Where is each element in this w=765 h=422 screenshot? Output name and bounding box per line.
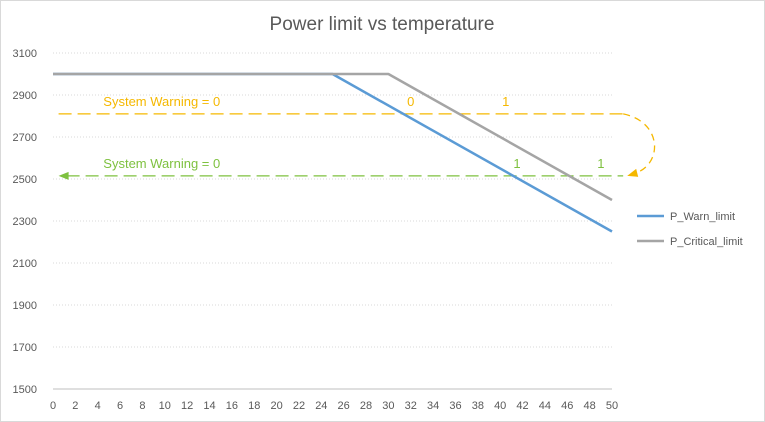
warning_line-mark: 1 xyxy=(502,94,509,109)
x-tick-label: 10 xyxy=(159,400,171,412)
x-tick-label: 48 xyxy=(584,400,596,412)
x-tick-label: 46 xyxy=(561,400,573,412)
x-tick-label: 4 xyxy=(95,400,101,412)
legend-label: P_Warn_limit xyxy=(670,211,735,223)
x-tick-label: 8 xyxy=(139,400,145,412)
y-tick-label: 2100 xyxy=(13,258,37,270)
y-tick-label: 2900 xyxy=(13,90,37,102)
x-tick-label: 20 xyxy=(270,400,282,412)
warning_line-label: System Warning = 0 xyxy=(103,94,220,109)
legend: P_Warn_limit P_Critical_limit xyxy=(637,211,743,248)
x-tick-label: 32 xyxy=(405,400,417,412)
x-tick-label: 44 xyxy=(539,400,551,412)
warning_line-mark: 0 xyxy=(407,94,414,109)
x-tick-label: 28 xyxy=(360,400,372,412)
x-tick-label: 30 xyxy=(382,400,394,412)
x-tick-label: 34 xyxy=(427,400,439,412)
x-tick-label: 12 xyxy=(181,400,193,412)
x-tick-label: 16 xyxy=(226,400,238,412)
y-tick-label: 1700 xyxy=(13,342,37,354)
clear_line-mark: 1 xyxy=(597,156,604,171)
annotations: System Warning = 0 0 1 System Warning = 0 1 1 xyxy=(58,94,656,180)
legend-label: P_Critical_limit xyxy=(670,236,743,248)
y-tick-label: 2300 xyxy=(13,216,37,228)
x-tick-label: 42 xyxy=(516,400,528,412)
x-tick-label: 26 xyxy=(338,400,350,412)
y-axis-ticks: 1500 1700 1900 2100 2300 2500 2700 2900 3100 xyxy=(13,48,37,396)
chart-title: Power limit vs temperature xyxy=(270,14,495,35)
x-axis-ticks: 0 2 4 6 8 10 12 14 16 18 20 22 24 26 28 30 32 34 36 38 40 42 4… xyxy=(50,400,618,412)
connector-curve xyxy=(623,113,656,175)
x-tick-label: 14 xyxy=(203,400,215,412)
series-lines xyxy=(53,72,613,233)
x-tick-label: 38 xyxy=(472,400,484,412)
x-tick-label: 6 xyxy=(117,400,123,412)
y-tick-label: 2700 xyxy=(13,132,37,144)
x-tick-label: 40 xyxy=(494,400,506,412)
clear_line-arrowhead xyxy=(58,171,69,180)
connector-arrowhead xyxy=(627,168,639,177)
y-tick-label: 1500 xyxy=(13,384,37,396)
y-tick-label: 3100 xyxy=(13,48,37,60)
x-tick-label: 18 xyxy=(248,400,260,412)
x-tick-label: 22 xyxy=(293,400,305,412)
series-line-P_Critical_limit xyxy=(53,72,613,202)
x-tick-label: 24 xyxy=(315,400,327,412)
y-tick-label: 1900 xyxy=(13,300,37,312)
x-tick-label: 2 xyxy=(72,400,78,412)
clear_line-mark: 1 xyxy=(513,156,520,171)
clear_line-label: System Warning = 0 xyxy=(103,156,220,171)
x-tick-label: 0 xyxy=(50,400,56,412)
x-tick-label: 36 xyxy=(449,400,461,412)
y-tick-label: 2500 xyxy=(13,174,37,186)
x-tick-label: 50 xyxy=(606,400,618,412)
